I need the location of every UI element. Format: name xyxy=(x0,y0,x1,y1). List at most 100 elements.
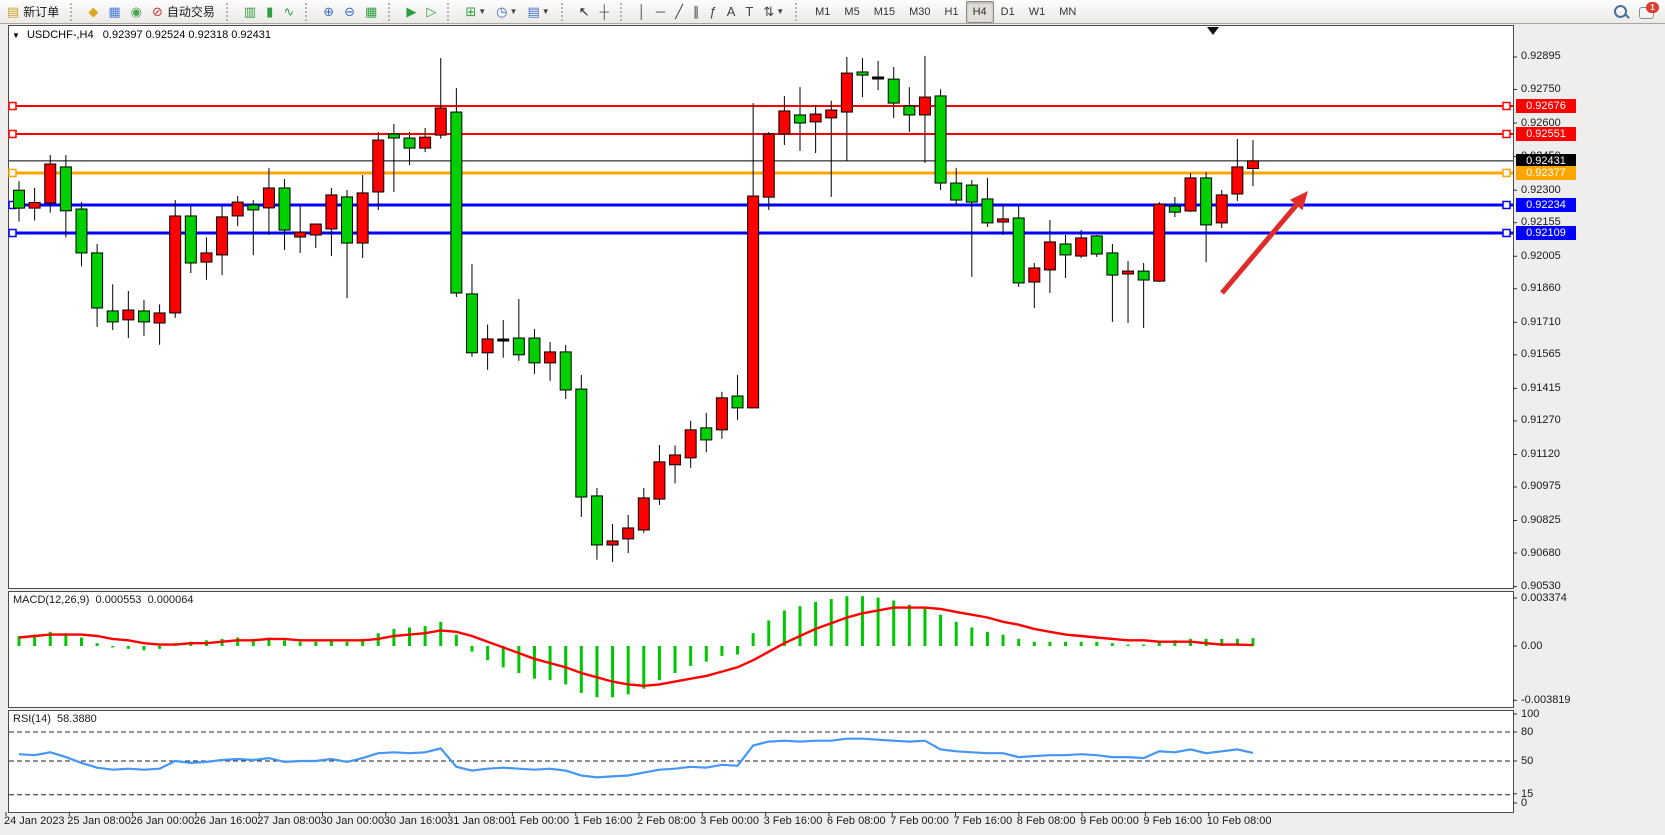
candle-body xyxy=(606,540,619,546)
candle-body xyxy=(1059,243,1072,256)
indicators-button[interactable]: ▤ ▼ xyxy=(522,1,554,23)
candle-body xyxy=(575,388,588,498)
line-handle[interactable] xyxy=(1502,101,1511,111)
zoom-out-button[interactable]: ⊖ xyxy=(339,1,360,23)
hline-icon: ─ xyxy=(655,3,666,19)
label-button[interactable]: T xyxy=(740,1,758,23)
signals-icon: ◉ xyxy=(130,3,142,19)
rsi-axis-tick: 15 xyxy=(1521,787,1534,800)
time-axis-label: 31 Jan 08:00 xyxy=(447,815,511,827)
price-axis-tick: 0.90680 xyxy=(1521,546,1561,559)
signals-button[interactable]: ◉ xyxy=(126,1,147,23)
chart-shift-button[interactable]: ▷ xyxy=(421,1,441,23)
candle-body xyxy=(465,293,478,354)
time-axis-label: 27 Jan 08:00 xyxy=(257,815,321,827)
search-icon[interactable] xyxy=(1613,4,1630,20)
candle-body xyxy=(122,309,135,321)
candle-body xyxy=(1137,270,1150,281)
line-handle[interactable] xyxy=(1502,228,1511,238)
auto-scroll-button[interactable]: ▶ xyxy=(401,1,421,23)
timeframe-m30-button[interactable]: M30 xyxy=(909,5,931,18)
text-button[interactable]: A xyxy=(722,1,741,23)
timeframe-d1-button[interactable]: D1 xyxy=(1000,5,1015,18)
vline-button[interactable]: │ xyxy=(633,1,651,23)
candle-body xyxy=(981,198,994,224)
hline-button[interactable]: ─ xyxy=(651,1,670,23)
open-charts-button[interactable]: ▦ xyxy=(103,1,125,23)
tile-windows-icon: ▦ xyxy=(365,3,378,19)
notifications-icon[interactable]: 1 xyxy=(1639,1,1659,20)
autotrade-button[interactable]: ⊘ 自动交易 xyxy=(147,1,220,23)
candle-body xyxy=(450,111,463,294)
line-handle[interactable] xyxy=(8,228,17,238)
candle-body xyxy=(747,195,760,409)
timeframe-mn-button[interactable]: MN xyxy=(1059,5,1077,18)
tile-windows-button[interactable]: ▦ xyxy=(360,1,382,23)
chevron-down-icon[interactable]: ▼ xyxy=(509,7,518,16)
chevron-down-icon[interactable]: ▼ xyxy=(541,7,550,16)
toolbar-separator xyxy=(305,2,314,21)
new-chart-button[interactable]: ⊞ ▼ xyxy=(460,1,491,23)
timeframe-m15-button[interactable]: M15 xyxy=(873,5,896,18)
toolbar-right-group: 1 xyxy=(1613,1,1659,20)
candle-body xyxy=(1246,160,1259,169)
trend-arrow-head-icon[interactable] xyxy=(1289,191,1308,211)
zoom-in-button[interactable]: ⊕ xyxy=(318,1,339,23)
line-handle[interactable] xyxy=(1502,129,1511,139)
chart-ohlc-values: 0.92397 0.92524 0.92318 0.92431 xyxy=(102,29,272,41)
time-axis-label: 1 Feb 00:00 xyxy=(510,815,570,827)
candle-body xyxy=(950,182,963,201)
timeframe-m1-button[interactable]: M1 xyxy=(815,5,831,18)
line-handle[interactable] xyxy=(8,168,17,178)
candle-chart-button[interactable]: ▮ xyxy=(261,1,278,23)
line-handle[interactable] xyxy=(1502,168,1511,178)
rsi-axis-tick: 0 xyxy=(1521,797,1528,809)
candle-body xyxy=(622,527,635,540)
trendline-button[interactable]: ╱ xyxy=(670,1,688,23)
timeframe-w1-button[interactable]: W1 xyxy=(1028,5,1046,18)
fibonacci-button[interactable]: ƒ xyxy=(704,1,721,23)
main-chart-pane[interactable] xyxy=(8,25,1514,589)
line-chart-icon: ∿ xyxy=(283,3,295,19)
chart-shift-marker-icon[interactable] xyxy=(1207,27,1219,35)
trend-arrow-line[interactable] xyxy=(1220,200,1301,295)
notification-badge: 1 xyxy=(1646,1,1659,13)
styler-icon: ◆ xyxy=(88,3,99,19)
candle-body xyxy=(309,223,322,236)
macd-pane[interactable] xyxy=(8,591,1514,708)
shapes-button[interactable]: ⇅ ▼ xyxy=(758,1,789,23)
chart-title-collapse-icon[interactable]: ▼ xyxy=(12,31,20,40)
new-order-button[interactable]: ▤ 新订单 xyxy=(2,1,64,23)
rsi-line xyxy=(18,737,1254,779)
chevron-down-icon[interactable]: ▼ xyxy=(776,7,785,16)
styler-button[interactable]: ◆ xyxy=(83,1,103,23)
chart-title[interactable]: ▼ USDCHF-,H4 0.92397 0.92524 0.92318 0.9… xyxy=(12,29,271,41)
toolbar-separator xyxy=(560,2,570,21)
line-chart-button[interactable]: ∿ xyxy=(278,1,299,23)
candle-body xyxy=(278,187,291,231)
timeframe-m5-button[interactable]: M5 xyxy=(844,5,860,18)
cursor-button[interactable]: ↖ xyxy=(574,1,595,23)
timeframe-h1-button[interactable]: H1 xyxy=(944,5,959,18)
auto-scroll-icon: ▶ xyxy=(406,3,417,19)
chevron-down-icon[interactable]: ▼ xyxy=(478,7,487,16)
candle-body xyxy=(653,461,666,500)
macd-signal-line xyxy=(18,606,1254,688)
bar-chart-button[interactable]: ▥ xyxy=(239,1,261,23)
channel-icon: ∥ xyxy=(692,3,700,19)
time-axis-label: 8 Feb 08:00 xyxy=(1016,815,1076,827)
crosshair-button[interactable]: ┼ xyxy=(595,1,614,23)
rsi-pane[interactable] xyxy=(8,710,1514,813)
channel-button[interactable]: ∥ xyxy=(688,1,705,23)
candle-body xyxy=(794,114,806,124)
candle-body xyxy=(200,252,213,263)
candle-body xyxy=(590,495,603,546)
period-button[interactable]: ◷ ▼ xyxy=(491,1,522,23)
line-handle[interactable] xyxy=(1502,200,1511,210)
timeframe-h4-button[interactable]: H4 xyxy=(965,0,994,23)
new-order-icon: ▤ xyxy=(7,3,20,19)
line-handle[interactable] xyxy=(8,101,17,111)
line-handle[interactable] xyxy=(8,129,17,139)
text-icon: A xyxy=(726,3,736,19)
